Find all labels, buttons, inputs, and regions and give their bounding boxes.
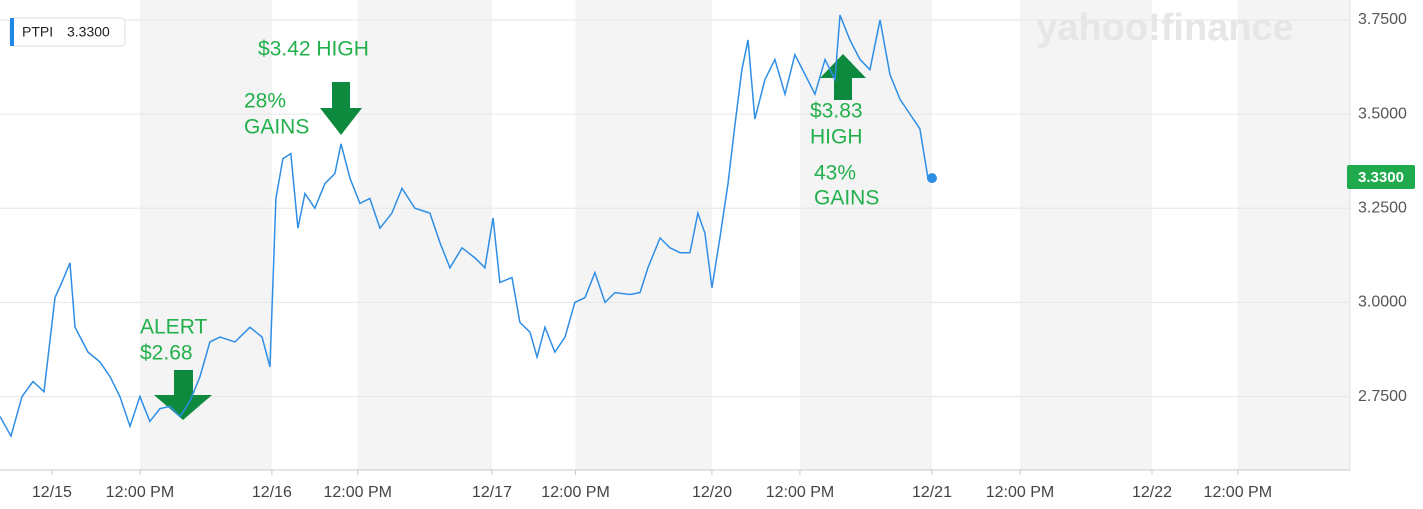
- plot: [0, 14, 937, 439]
- x-tick-label: 12/22: [1132, 484, 1172, 501]
- annotation: GAINS: [244, 116, 309, 139]
- x-tick-label: 12:00 PM: [1204, 484, 1272, 501]
- up-arrow: [820, 54, 866, 100]
- down-arrow: [154, 370, 212, 420]
- annotation: GAINS: [814, 187, 879, 210]
- badge-accent: [10, 18, 14, 46]
- x-tick-label: 12/17: [472, 484, 512, 501]
- annotation: ALERT: [140, 316, 207, 339]
- price-line: [0, 14, 933, 439]
- y-tick-label: 3.0000: [1358, 294, 1407, 311]
- band: [139, 0, 272, 470]
- y-tick-label: 3.7500: [1358, 11, 1407, 28]
- y-tick-label: 3.2500: [1358, 199, 1407, 216]
- x-tick-label: 12:00 PM: [541, 484, 609, 501]
- annotation: $3.83: [810, 100, 863, 123]
- x-tick-label: 12/16: [252, 484, 292, 501]
- band: [799, 0, 932, 470]
- down-arrow: [320, 82, 362, 135]
- x-tick-label: 12/20: [692, 484, 732, 501]
- grid: [0, 19, 1350, 475]
- ticker: PTPI: [22, 24, 53, 40]
- x-tick-label: 12/15: [32, 484, 72, 501]
- price-tag: [1347, 165, 1415, 189]
- arrows: [154, 54, 866, 420]
- last-point: [926, 173, 937, 184]
- band: [1237, 0, 1350, 470]
- x-tick-label: 12:00 PM: [323, 484, 391, 501]
- x-tick-label: 12:00 PM: [106, 484, 174, 501]
- annotation: $2.68: [140, 342, 193, 365]
- annotation: HIGH: [810, 126, 863, 149]
- ticker-badge: PTPI 3.3300: [9, 17, 126, 47]
- x-tick-label: 12:00 PM: [766, 484, 834, 501]
- x-tick-label: 12/21: [912, 484, 952, 501]
- annotation: 28%: [244, 90, 286, 113]
- band: [357, 0, 492, 470]
- watermark: yahoo!finance: [1036, 7, 1294, 49]
- badge-price: 3.3300: [67, 24, 110, 40]
- annotation: $3.42 HIGH: [258, 38, 369, 61]
- bands: [139, 0, 1350, 470]
- x-tick-label: 12:00 PM: [986, 484, 1054, 501]
- annotation: 43%: [814, 162, 856, 185]
- y-tick-label: 3.5000: [1358, 105, 1407, 122]
- price-tag-label: 3.3300: [1358, 169, 1404, 186]
- band: [575, 0, 712, 470]
- band: [1019, 0, 1152, 470]
- y-tick-label: 2.7500: [1358, 388, 1407, 405]
